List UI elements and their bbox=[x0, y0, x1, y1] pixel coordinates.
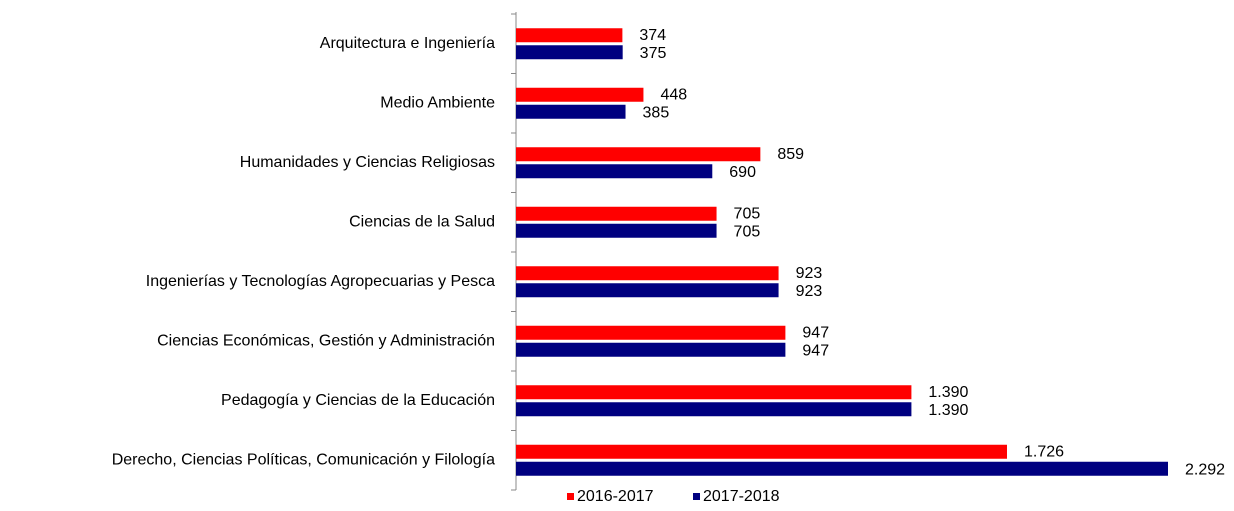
value-label: 448 bbox=[660, 86, 687, 103]
value-label: 947 bbox=[802, 342, 829, 359]
category-label: Ingenierías y Tecnologías Agropecuarias … bbox=[146, 273, 495, 290]
bar bbox=[516, 385, 912, 400]
category-label: Pedagogía y Ciencias de la Educación bbox=[221, 392, 495, 409]
value-label: 923 bbox=[796, 265, 823, 282]
value-label: 1.726 bbox=[1024, 443, 1064, 460]
bar bbox=[516, 223, 717, 238]
bar bbox=[516, 104, 626, 119]
category-label: Medio Ambiente bbox=[380, 94, 495, 111]
legend-label: 2017-2018 bbox=[703, 488, 780, 505]
bar bbox=[516, 164, 713, 179]
value-label: 374 bbox=[639, 27, 666, 44]
value-label: 923 bbox=[796, 283, 823, 300]
category-label: Ciencias Económicas, Gestión y Administr… bbox=[157, 332, 495, 349]
category-label: Arquitectura e Ingeniería bbox=[320, 35, 495, 52]
legend-swatch bbox=[567, 493, 574, 500]
legend-label: 2016-2017 bbox=[577, 488, 654, 505]
bar bbox=[516, 206, 717, 221]
value-label: 375 bbox=[640, 45, 667, 62]
bar bbox=[516, 402, 912, 417]
legend-swatch bbox=[693, 493, 700, 500]
value-label: 1.390 bbox=[928, 384, 968, 401]
value-label: 385 bbox=[643, 104, 670, 121]
category-label: Humanidades y Ciencias Religiosas bbox=[240, 154, 495, 171]
bar bbox=[516, 147, 761, 162]
value-label: 705 bbox=[734, 205, 761, 222]
bar bbox=[516, 283, 779, 298]
bar bbox=[516, 444, 1007, 459]
value-label: 859 bbox=[777, 146, 804, 163]
category-label: Ciencias de la Salud bbox=[349, 213, 495, 230]
value-label: 947 bbox=[802, 324, 829, 341]
bar bbox=[516, 266, 779, 281]
value-label: 1.390 bbox=[928, 402, 968, 419]
bar bbox=[516, 461, 1168, 476]
bar bbox=[516, 342, 786, 357]
bar bbox=[516, 325, 786, 340]
category-label: Derecho, Ciencias Políticas, Comunicació… bbox=[112, 451, 495, 468]
bar bbox=[516, 45, 623, 60]
bar bbox=[516, 28, 623, 43]
value-label: 690 bbox=[729, 164, 756, 181]
value-label: 2.292 bbox=[1185, 461, 1225, 478]
bar bbox=[516, 87, 644, 102]
value-label: 705 bbox=[734, 223, 761, 240]
